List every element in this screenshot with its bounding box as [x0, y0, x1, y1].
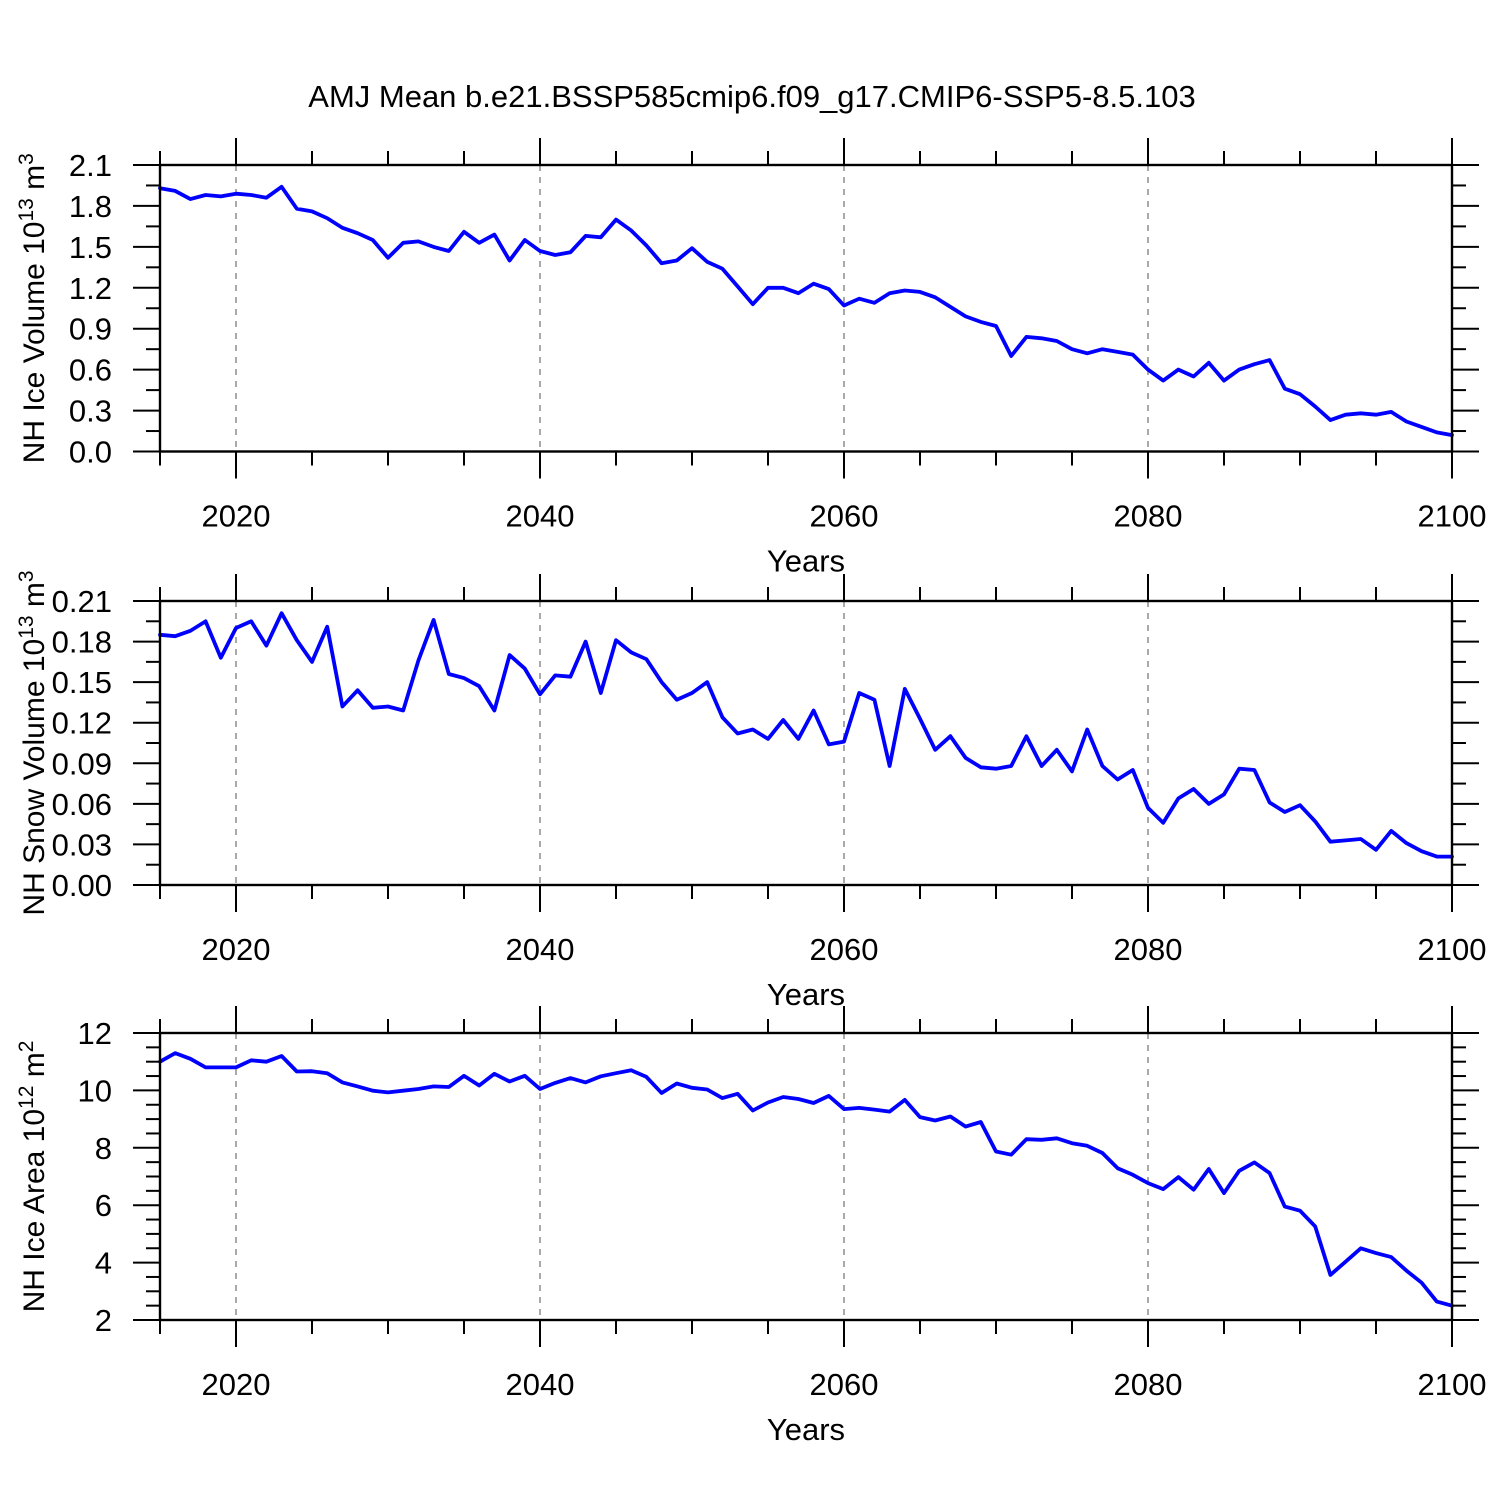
x-tick-label: 2080: [1114, 1367, 1183, 1402]
y-tick-label: 0.15: [52, 665, 112, 700]
x-tick-label: 2020: [202, 1367, 271, 1402]
x-tick-label: 2100: [1418, 499, 1487, 534]
x-tick-label: 2040: [506, 1367, 575, 1402]
y-tick-label: 2.1: [69, 148, 112, 183]
x-tick-label: 2020: [202, 932, 271, 967]
chart-title: AMJ Mean b.e21.BSSP585cmip6.f09_g17.CMIP…: [308, 79, 1195, 114]
x-tick-label: 2100: [1418, 1367, 1487, 1402]
y-tick-label: 0.3: [69, 394, 112, 429]
panel-nh-ice-area: 2 4 6 8 10 12 2020 2040 2060 2080 2100 Years NH Ice …: [15, 1006, 1486, 1447]
y-tick-label: 0.06: [52, 787, 112, 822]
plot-frame: [158, 1031, 1454, 1322]
x-axis-title: Years: [767, 977, 845, 1012]
y-tick-label: 10: [78, 1073, 112, 1108]
x-tick-label: 2040: [506, 932, 575, 967]
series-line-nh-ice-area: [158, 1051, 1454, 1308]
y-tick-label: 0.0: [69, 435, 112, 470]
x-axis-title: Years: [767, 544, 845, 579]
x-tick-label: 2040: [506, 499, 575, 534]
y-tick-label: 2: [95, 1303, 112, 1338]
plot-frame: [158, 163, 1454, 453]
y-tick-label: 0.9: [69, 312, 112, 347]
panels-group: 0.0 0.3 0.6 0.9 1.2 1.5 1.8 2.1 2020 2040 2060 2080…: [15, 138, 1486, 1447]
x-tick-label: 2020: [202, 499, 271, 534]
y-tick-label: 0.6: [69, 353, 112, 388]
y-tick-label: 6: [95, 1188, 112, 1223]
y-tick-label: 0.03: [52, 827, 112, 862]
y-tick-label: 0.00: [52, 868, 112, 903]
y-tick-label: 4: [95, 1246, 112, 1281]
y-tick-label: 8: [95, 1131, 112, 1166]
x-axis-title: Years: [767, 1412, 845, 1447]
x-tick-label: 2060: [810, 1367, 879, 1402]
y-tick-label: 0.09: [52, 746, 112, 781]
series-line-nh-snow-volume: [158, 611, 1454, 859]
y-tick-label: 1.5: [69, 230, 112, 265]
y-tick-label: 0.21: [52, 584, 112, 619]
panel-nh-ice-volume: 0.0 0.3 0.6 0.9 1.2 1.5 1.8 2.1 2020 2040 2060 2080…: [15, 138, 1486, 579]
y-tick-label: 12: [78, 1016, 112, 1051]
plot-frame: [158, 599, 1454, 887]
x-tick-label: 2100: [1418, 932, 1487, 967]
y-tick-label: 1.8: [69, 189, 112, 224]
panel-nh-snow-volume: 0.00 0.03 0.06 0.09 0.12 0.15 0.18 0.21 2020 2040…: [15, 570, 1486, 1012]
y-tick-label: 0.12: [52, 706, 112, 741]
x-tick-label: 2060: [810, 932, 879, 967]
y-axis-title: NH Ice Volume 1013 m3: [15, 153, 51, 463]
y-tick-label: 0.18: [52, 625, 112, 660]
x-tick-label: 2080: [1114, 499, 1183, 534]
x-tick-label: 2060: [810, 499, 879, 534]
x-tick-label: 2080: [1114, 932, 1183, 967]
y-tick-label: 1.2: [69, 271, 112, 306]
y-axis-title: NH Snow Volume 1013 m3: [15, 570, 51, 915]
y-axis-title: NH Ice Area 1012 m2: [15, 1041, 51, 1313]
series-line-nh-ice-volume: [158, 184, 1454, 438]
